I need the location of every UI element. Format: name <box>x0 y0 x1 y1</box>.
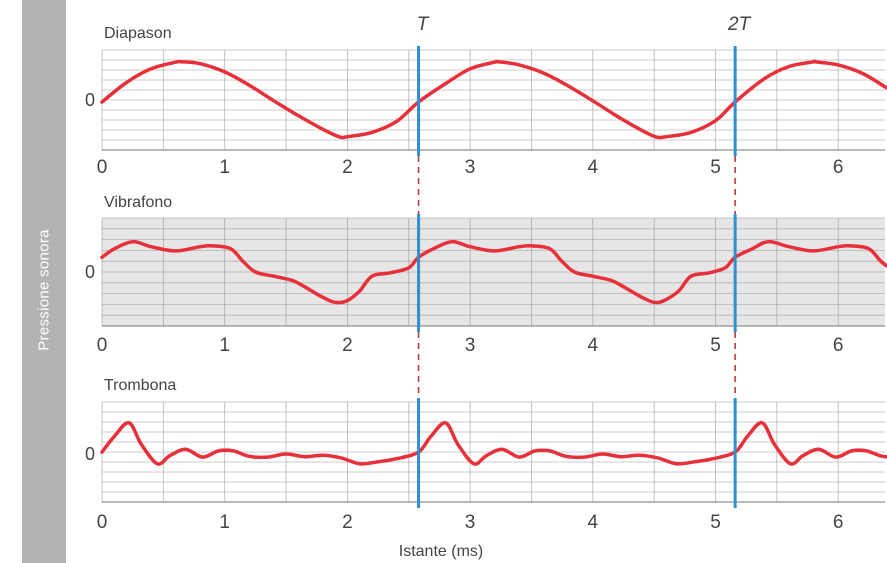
x-tick-label: 3 <box>465 157 476 178</box>
x-tick-label: 4 <box>588 335 599 356</box>
x-tick-label: 2 <box>342 335 353 356</box>
period-label: 2T <box>727 14 752 35</box>
x-tick-label: 1 <box>219 512 230 533</box>
x-tick-label: 6 <box>833 512 844 533</box>
x-tick-label: 5 <box>710 512 721 533</box>
waveform-line <box>100 239 887 305</box>
x-tick-label: 4 <box>588 157 599 178</box>
x-axis-label: Istante (ms) <box>399 543 483 560</box>
x-tick-label: 5 <box>710 335 721 356</box>
panel-1 <box>100 46 887 156</box>
y-axis-band <box>22 0 66 563</box>
x-tick-label: 6 <box>833 157 844 178</box>
x-tick-label: 0 <box>97 157 108 178</box>
x-tick-label: 6 <box>833 335 844 356</box>
period-label: T <box>417 14 430 35</box>
x-tick-label: 1 <box>219 157 230 178</box>
waveform-line <box>100 59 887 140</box>
x-tick-label: 0 <box>97 335 108 356</box>
zero-label: 0 <box>85 262 95 282</box>
x-tick-label: 3 <box>465 335 476 356</box>
panel-3 <box>100 398 887 508</box>
panel-title: Vibrafono <box>104 194 172 211</box>
panel-title: Trombona <box>104 377 176 394</box>
x-tick-label: 3 <box>465 512 476 533</box>
panel-title: Diapason <box>104 25 172 42</box>
x-tick-label: 5 <box>710 157 721 178</box>
zero-label: 0 <box>85 90 95 110</box>
x-tick-label: 2 <box>342 512 353 533</box>
x-tick-label: 1 <box>219 335 230 356</box>
panel-2 <box>100 214 887 332</box>
x-tick-label: 4 <box>588 512 599 533</box>
waveform-line <box>100 421 887 466</box>
zero-label: 0 <box>85 444 95 464</box>
x-tick-label: 2 <box>342 157 353 178</box>
x-tick-label: 0 <box>97 512 108 533</box>
